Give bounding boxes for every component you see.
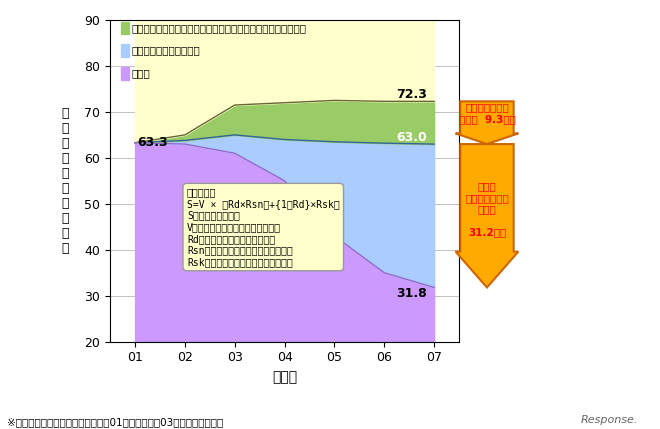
Text: 63.0: 63.0: [396, 131, 426, 144]
Polygon shape: [455, 101, 518, 144]
Text: 72.3: 72.3: [396, 88, 426, 101]
Text: 【定義式】
S=V × （Rd×Rsn）+{1－Rd}×Rsk）
S　：盗難認知件数
V　：自動車保有台数（二輪除く）
Rd　：盗難時のドアロック比率
Rsn　: 【定義式】 S=V × （Rd×Rsn）+{1－Rd}×Rsk） S ：盗難認知…: [187, 187, 340, 267]
Text: ※未対策ケース：ドアロック比率は01年、盗難率は03年以降一定と仮定: ※未対策ケース：ドアロック比率は01年、盗難率は03年以降一定と仮定: [7, 417, 223, 427]
Text: 盗難時のドアロック比率、盗難率が変化なし（未対策ケース）: 盗難時のドアロック比率、盗難率が変化なし（未対策ケース）: [131, 23, 306, 33]
Text: 63.3: 63.3: [137, 136, 168, 149]
Text: Response.: Response.: [581, 415, 638, 425]
Polygon shape: [455, 144, 518, 287]
Text: その他
（盗難率の低減
効果）

31.2千件: その他 （盗難率の低減 効果） 31.2千件: [465, 181, 509, 238]
X-axis label: 年　次: 年 次: [272, 370, 297, 384]
Bar: [121, 66, 129, 79]
Y-axis label: 盗
難
認
知
件
数
（
千
件
）: 盗 難 認 知 件 数 （ 千 件 ）: [61, 107, 69, 255]
Text: ドアロック比率のみ向上: ドアロック比率のみ向上: [131, 45, 200, 56]
Text: 31.8: 31.8: [396, 287, 426, 300]
Bar: [121, 44, 129, 57]
Bar: [121, 21, 129, 34]
Text: ドアロックの励
行効果  9.3千件: ドアロックの励 行効果 9.3千件: [459, 102, 515, 124]
Text: 実績値: 実績値: [131, 68, 150, 78]
